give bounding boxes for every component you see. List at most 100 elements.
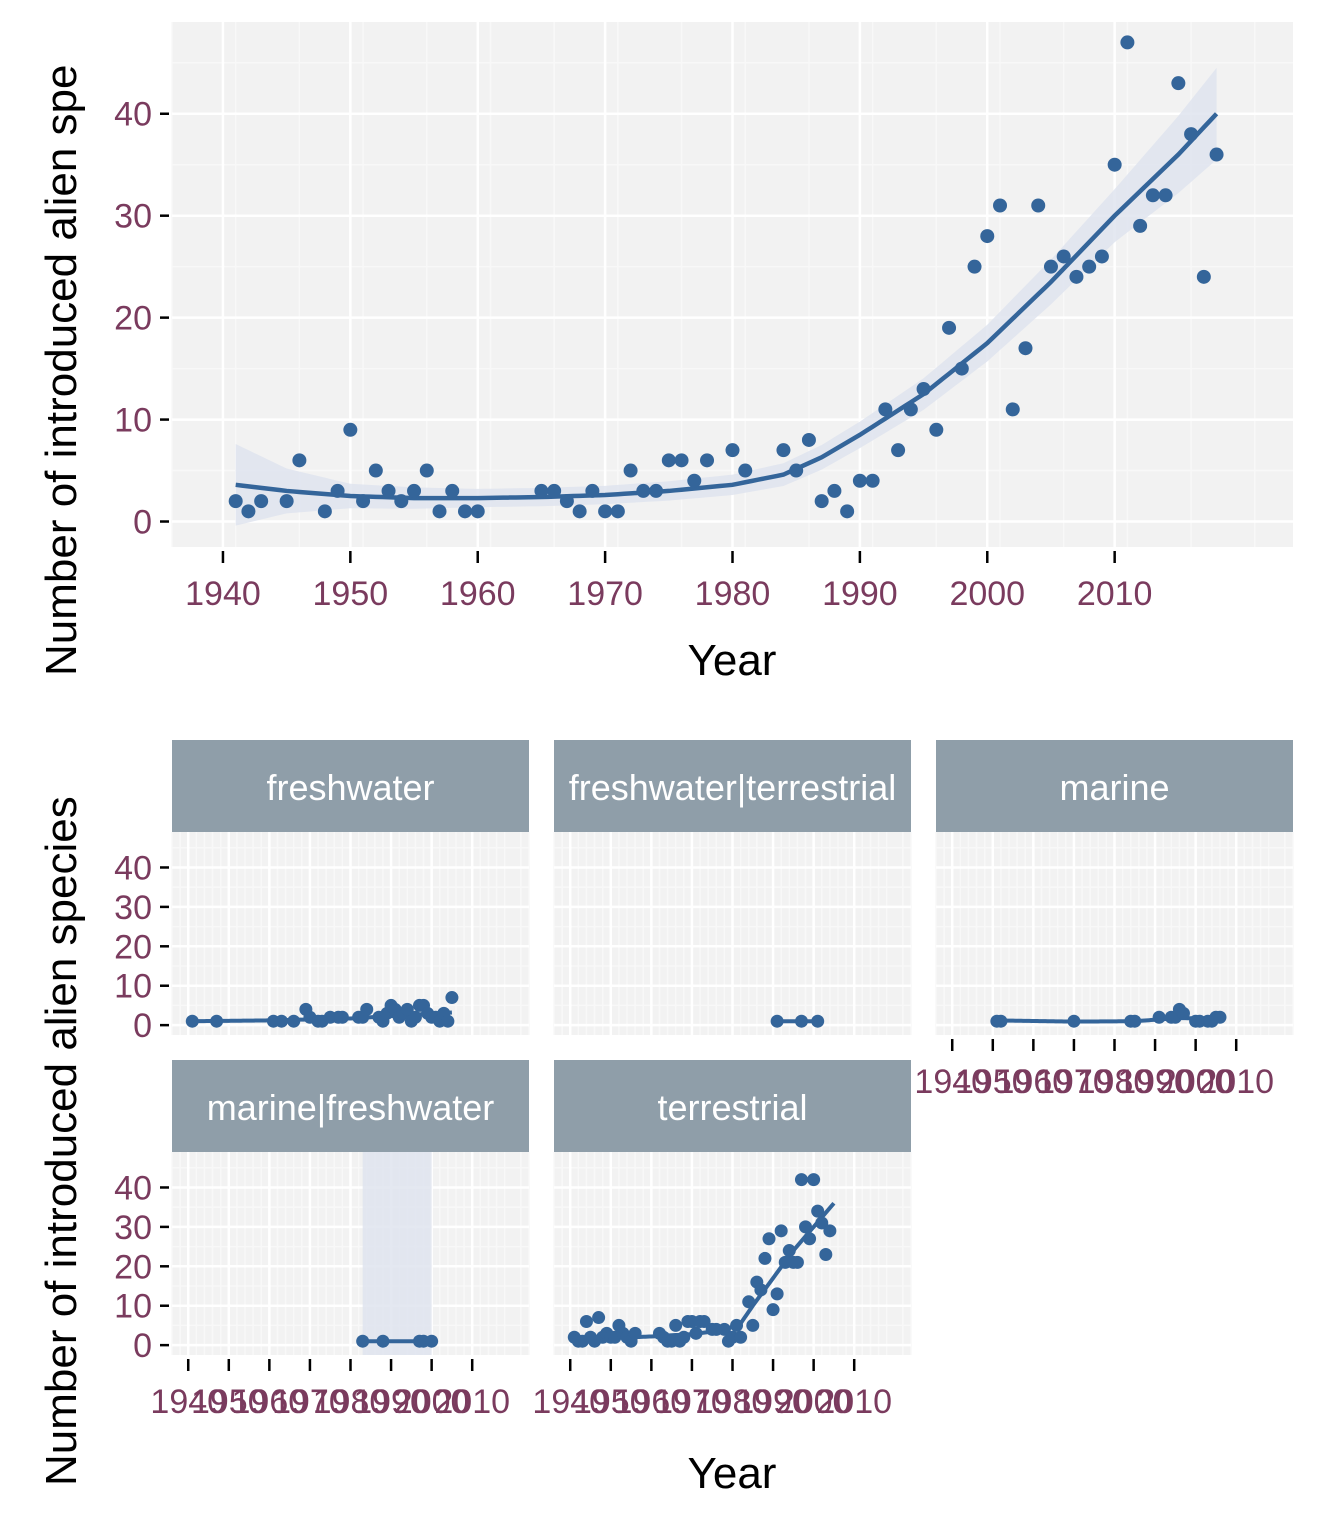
- data-point: [356, 1334, 370, 1348]
- data-point: [1128, 1014, 1142, 1028]
- data-point: [534, 483, 549, 498]
- data-point: [994, 1014, 1008, 1028]
- data-point: [801, 432, 816, 447]
- x-tick-label: 1950: [955, 1063, 1031, 1101]
- x-tick-label: 1970: [654, 1383, 730, 1421]
- y-tick-label: 0: [133, 504, 152, 542]
- data-point: [579, 1314, 593, 1328]
- x-tick-label: 1960: [232, 1383, 308, 1421]
- data-point: [1176, 1006, 1190, 1020]
- y-tick-label: 30: [114, 1209, 152, 1247]
- data-point: [470, 504, 485, 519]
- data-point: [815, 1216, 829, 1230]
- data-point: [287, 1014, 301, 1028]
- x-tick-label: 1940: [914, 1063, 990, 1101]
- data-point: [697, 1314, 711, 1328]
- data-point: [368, 463, 383, 478]
- data-point: [585, 483, 600, 498]
- data-point: [457, 504, 472, 519]
- y-tick-label: 40: [114, 96, 152, 134]
- x-tick-label: 2000: [776, 1383, 852, 1421]
- data-point: [811, 1204, 825, 1218]
- facet-strip-label: freshwater: [266, 767, 434, 808]
- data-point: [408, 1010, 422, 1024]
- facet-strip-label: terrestrial: [657, 1087, 807, 1128]
- data-point: [441, 1014, 455, 1028]
- data-point: [400, 1002, 414, 1016]
- data-point: [1133, 218, 1148, 233]
- data-point: [254, 494, 269, 509]
- y-tick-label: 40: [114, 849, 152, 887]
- data-point: [865, 473, 880, 488]
- data-point: [967, 259, 982, 274]
- y-tick-label: 0: [133, 1007, 152, 1045]
- data-point: [803, 1232, 817, 1246]
- data-point: [852, 473, 867, 488]
- data-point: [1082, 259, 1097, 274]
- top-y-axis-title: Number of introduced alien spe: [37, 65, 86, 676]
- data-point: [1031, 198, 1046, 213]
- data-point: [1152, 1010, 1166, 1024]
- facet-strip: [172, 1060, 529, 1152]
- data-point: [275, 1014, 289, 1028]
- facet-x-axis-title: Year: [688, 1449, 777, 1498]
- data-point: [292, 453, 307, 468]
- data-point: [782, 1244, 796, 1258]
- data-point: [636, 483, 651, 498]
- data-point: [790, 1255, 804, 1269]
- x-tick-label: 1960: [614, 1383, 690, 1421]
- data-point: [547, 483, 562, 498]
- data-point: [1107, 157, 1122, 172]
- data-point: [811, 1014, 825, 1028]
- data-point: [419, 463, 434, 478]
- x-tick-label: 1940: [185, 575, 261, 613]
- data-point: [1067, 1014, 1081, 1028]
- data-point: [1209, 147, 1224, 162]
- x-tick-label: 1960: [440, 575, 516, 613]
- data-point: [674, 453, 689, 468]
- data-point: [942, 320, 957, 335]
- data-point: [762, 1232, 776, 1246]
- data-point: [807, 1173, 821, 1187]
- y-tick-label: 40: [114, 1169, 152, 1207]
- y-tick-label: 0: [133, 1327, 152, 1365]
- data-point: [425, 1334, 439, 1348]
- data-point: [734, 1330, 748, 1344]
- data-point: [717, 1322, 731, 1336]
- data-point: [279, 494, 294, 509]
- data-point: [241, 504, 256, 519]
- data-point: [407, 483, 422, 498]
- facet-y-axis-title: Number of introduced alien species: [37, 796, 86, 1486]
- confidence-ribbon: [362, 1152, 432, 1355]
- x-tick-label: 2000: [1158, 1063, 1234, 1101]
- x-tick-label: 1970: [567, 575, 643, 613]
- data-point: [1069, 269, 1084, 284]
- x-tick-label: 2010: [1077, 575, 1153, 613]
- data-point: [381, 483, 396, 498]
- data-point: [1018, 341, 1033, 356]
- facet-panel-freshwater-terrestrial: freshwater|terrestrial: [553, 740, 912, 1035]
- data-point: [770, 1014, 784, 1028]
- data-point: [819, 1247, 833, 1261]
- data-point: [776, 443, 791, 458]
- data-point: [1196, 269, 1211, 284]
- facet-strip: [554, 1060, 911, 1152]
- data-point: [592, 1311, 606, 1325]
- x-tick-label: 1950: [573, 1383, 649, 1421]
- x-tick-label: 1950: [313, 575, 389, 613]
- top-x-axis-title: Year: [688, 636, 777, 685]
- data-point: [766, 1303, 780, 1317]
- data-point: [1145, 188, 1160, 203]
- data-point: [317, 504, 332, 519]
- y-tick-label: 20: [114, 300, 152, 338]
- x-tick-label: 1990: [822, 575, 898, 613]
- x-tick-label: 1980: [1077, 1063, 1153, 1101]
- data-point: [335, 1010, 349, 1024]
- data-point: [770, 1287, 784, 1301]
- x-tick-label: 2000: [949, 575, 1025, 613]
- x-tick-label: 1960: [996, 1063, 1072, 1101]
- x-tick-label: 2000: [394, 1383, 470, 1421]
- data-point: [758, 1251, 772, 1265]
- x-tick-label: 1990: [735, 1383, 811, 1421]
